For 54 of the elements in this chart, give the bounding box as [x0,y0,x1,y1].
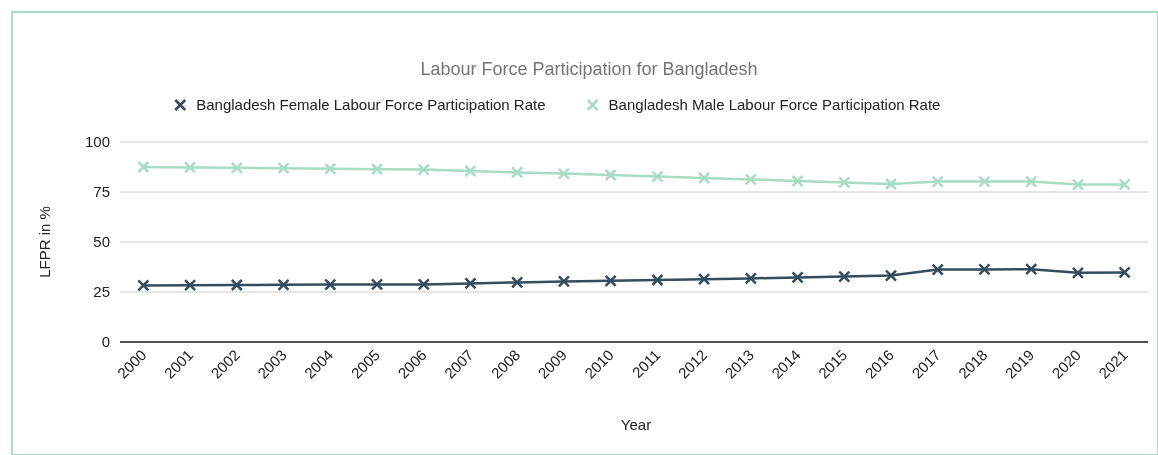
point [791,174,804,188]
y-tick-label: 75 [93,183,110,200]
point [604,168,617,182]
point [1024,262,1038,276]
y-tick-label: 25 [93,283,110,300]
point [744,173,758,186]
point [183,161,197,174]
legend-label: Bangladesh Female Labour Force Participation Rate [196,96,546,113]
point [978,175,991,188]
point [277,278,290,292]
point [230,278,244,292]
point [651,273,664,287]
point [604,274,617,288]
point [137,279,150,292]
point [697,171,711,185]
point [557,275,571,288]
chart-title: Labour Force Participation for Bangladesh [420,59,758,79]
point [931,175,944,188]
point [137,160,150,174]
y-tick-label: 100 [84,133,110,150]
point [183,278,197,292]
point [464,277,477,290]
point [1071,178,1085,191]
point [1118,266,1131,279]
point [510,166,524,179]
point [417,278,430,291]
point [1118,178,1131,191]
point [1024,175,1038,188]
y-tick-label: 0 [101,333,110,350]
y-tick-label: 50 [93,233,110,250]
point [651,170,664,183]
point [510,276,524,289]
point [417,163,430,176]
point [884,177,898,191]
point [277,161,290,175]
point [978,263,991,276]
point [744,272,758,285]
point [931,263,944,276]
legend-label: Bangladesh Male Labour Force Participation Rate [608,96,941,113]
point [557,167,571,180]
point [838,176,851,189]
point [370,278,384,291]
point [838,270,851,283]
x-axis-title: Year [620,416,652,433]
point [230,161,244,175]
point [324,162,337,176]
point [791,271,804,284]
point [1071,266,1085,280]
y-axis-title: LFPR in % [36,206,53,278]
point [324,278,337,291]
point [370,162,384,176]
point [697,272,711,286]
point [884,269,898,282]
point [464,164,477,178]
